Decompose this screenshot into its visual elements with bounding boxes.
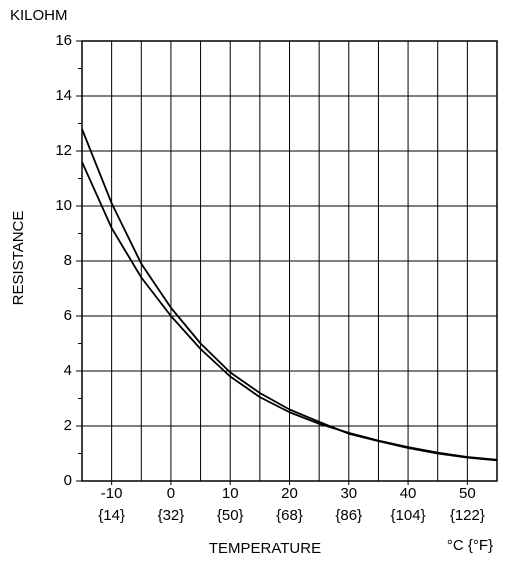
x-tick-label-f: {68} xyxy=(276,507,303,524)
x-tick-label: 20 xyxy=(281,485,298,502)
x-tick-label: 0 xyxy=(167,485,175,502)
x-tick-label: 10 xyxy=(222,485,239,502)
y-unit: KILOHM xyxy=(10,7,68,24)
x-tick-label-f: {122} xyxy=(450,507,485,524)
y-tick-label: 6 xyxy=(64,307,72,324)
x-axis-label: TEMPERATURE xyxy=(209,540,321,557)
y-tick-label: 14 xyxy=(55,87,72,104)
y-tick-label: 2 xyxy=(64,417,72,434)
plot-frame xyxy=(81,40,498,482)
x-tick-label-f: {86} xyxy=(335,507,362,524)
x-tick-label: 50 xyxy=(459,485,476,502)
y-tick-label: 8 xyxy=(64,252,72,269)
curve xyxy=(81,161,498,461)
x-tick-label-f: {14} xyxy=(98,507,125,524)
x-tick-label: 40 xyxy=(400,485,417,502)
x-tick-label: -10 xyxy=(101,485,123,502)
x-tick-label-f: {104} xyxy=(391,507,426,524)
y-tick-label: 12 xyxy=(55,142,72,159)
y-axis-label: RESISTANCE xyxy=(10,211,27,306)
x-unit: °C {°F} xyxy=(447,537,493,554)
y-tick-label: 4 xyxy=(64,362,72,379)
y-tick-label: 10 xyxy=(55,197,72,214)
x-tick-label-f: {50} xyxy=(217,507,244,524)
x-tick-label: 30 xyxy=(340,485,357,502)
y-tick-label: 16 xyxy=(55,32,72,49)
x-tick-label-f: {32} xyxy=(158,507,185,524)
y-tick-label: 0 xyxy=(64,472,72,489)
